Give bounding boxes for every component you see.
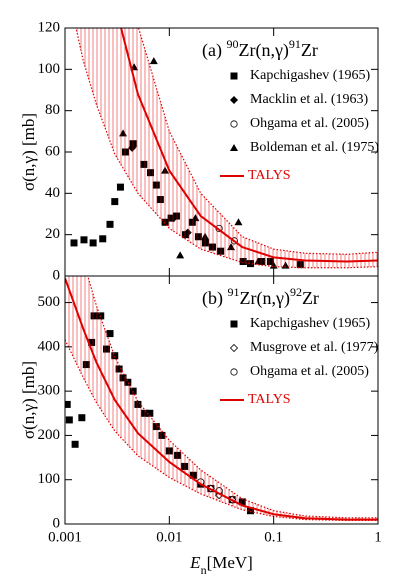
legend-label: Kapchigashev (1965) [250,316,370,331]
legend-marker [230,96,238,104]
marker [106,330,114,338]
x-tick-label: 0.001 [48,529,82,545]
marker [146,409,154,417]
legend-marker [230,72,238,80]
x-tick-label: 1 [374,529,382,545]
legend-label: TALYS [248,392,291,407]
panel-label: (a) 90Zr(n,γ)91Zr [202,37,318,61]
marker [176,251,185,259]
marker [65,416,73,424]
upper-bound [137,28,378,255]
x-tick-label: 0.1 [264,529,283,545]
panel-label-part: 90 [226,37,238,51]
y-tick-label: 100 [38,471,61,487]
panel-label-part: Zr(n,γ) [238,40,288,61]
marker [70,239,78,247]
y-axis-label: σ(n,γ) [mb] [19,113,38,191]
lower-bound [75,28,378,269]
y-tick-label: 500 [38,294,61,310]
marker [80,236,88,244]
y-tick-label: 300 [38,383,61,399]
marker [71,440,79,448]
x-axis-label: En[MeV] [189,553,253,577]
legend-label: Ohgama et al. (2005) [250,364,369,379]
legend-label: Ohgama et al. (2005) [250,116,369,131]
y-tick-label: 0 [53,515,61,531]
legend-marker [230,320,238,328]
legend-label: Boldeman et al. (1975) [250,140,379,155]
panel-label-part: Zr(n,γ) [240,288,290,309]
marker [111,198,119,206]
legend-label: Macklin et al. (1963) [250,92,369,107]
upper-bound [87,276,378,519]
panel-label-part: 91 [228,285,240,299]
y-tick-label: 0 [53,267,61,283]
legend-label: TALYS [248,168,291,183]
plot-area [65,276,378,522]
y-tick-label: 40 [45,185,60,201]
marker [234,218,243,226]
legend-marker [229,343,239,353]
marker [65,400,71,408]
panel-label-part: Zr [302,288,319,308]
marker [97,312,105,320]
legend-marker [230,144,238,151]
marker [89,239,97,247]
legend-marker [230,368,238,376]
y-tick-label: 100 [38,61,61,77]
panel-label-part: 92 [290,285,302,299]
legend-marker [230,120,238,128]
x-axis-label-part: [MeV] [207,553,253,572]
panel-label-part: (a) [202,40,226,61]
x-tick-label: 0.01 [156,529,182,545]
panel-label: (b) 91Zr(n,γ)92Zr [202,285,319,309]
marker [78,414,86,422]
panel-label-part: 91 [289,37,301,51]
talys-line [120,28,378,263]
y-tick-label: 80 [45,102,60,118]
y-tick-label: 20 [45,226,60,242]
uncertainty-band [65,276,378,521]
x-axis-label-part: n [201,563,207,577]
y-tick-label: 60 [45,143,60,159]
marker [116,183,124,191]
x-axis-label-part: E [189,553,201,572]
y-tick-label: 400 [38,338,61,354]
marker [149,57,158,65]
plot-frame [64,275,379,525]
marker [111,352,119,360]
y-tick-label: 120 [38,19,61,35]
legend-label: Kapchigashev (1965) [250,68,370,83]
panel-label-part: (b) [202,288,228,309]
talys-line [65,277,378,521]
marker [106,220,114,228]
marker [99,235,107,243]
y-axis-label: σ(n,γ) [mb] [19,361,38,439]
legend-label: Musgrove et al. (1977) [250,340,379,355]
plot-area [70,28,378,269]
panel-label-part: Zr [301,40,318,60]
y-tick-label: 200 [38,427,61,443]
